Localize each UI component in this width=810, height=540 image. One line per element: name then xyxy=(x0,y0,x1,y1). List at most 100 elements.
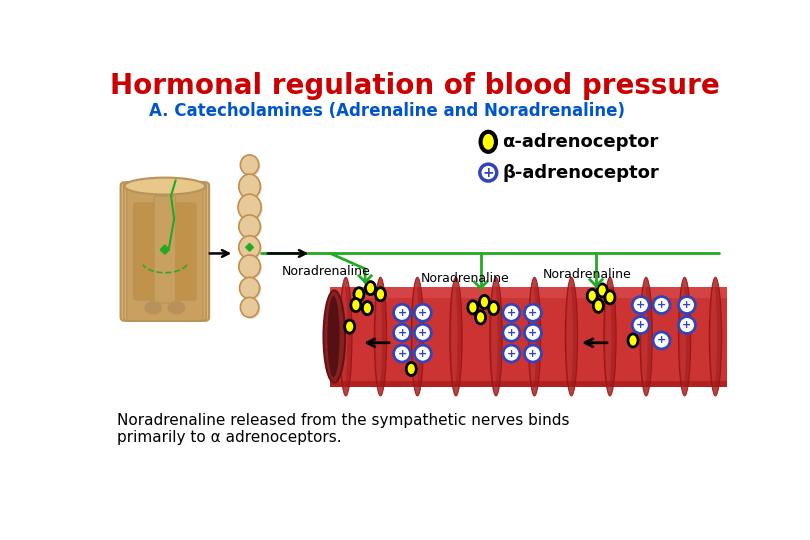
Text: +: + xyxy=(483,166,494,180)
Ellipse shape xyxy=(679,278,691,396)
Ellipse shape xyxy=(524,304,541,321)
Ellipse shape xyxy=(411,278,424,396)
Ellipse shape xyxy=(239,174,260,199)
Bar xyxy=(330,275,731,398)
Ellipse shape xyxy=(376,286,382,387)
Ellipse shape xyxy=(241,279,261,300)
Ellipse shape xyxy=(628,334,638,347)
Ellipse shape xyxy=(238,194,261,220)
Ellipse shape xyxy=(374,278,386,396)
Ellipse shape xyxy=(407,362,416,375)
Ellipse shape xyxy=(530,286,536,387)
Text: +: + xyxy=(636,300,646,310)
Ellipse shape xyxy=(354,288,364,301)
Ellipse shape xyxy=(503,325,520,341)
Ellipse shape xyxy=(528,278,540,396)
Ellipse shape xyxy=(475,311,485,324)
Text: +: + xyxy=(682,320,692,330)
Ellipse shape xyxy=(415,325,431,341)
Ellipse shape xyxy=(488,301,499,315)
Ellipse shape xyxy=(603,278,616,396)
Ellipse shape xyxy=(239,215,260,238)
Ellipse shape xyxy=(241,298,259,318)
Text: +: + xyxy=(657,300,666,310)
Text: +: + xyxy=(528,308,538,318)
Ellipse shape xyxy=(241,176,262,200)
Text: +: + xyxy=(507,348,516,359)
Ellipse shape xyxy=(239,236,260,259)
Polygon shape xyxy=(245,244,254,251)
Ellipse shape xyxy=(503,304,520,321)
Text: +: + xyxy=(682,300,692,310)
Ellipse shape xyxy=(345,320,355,333)
Ellipse shape xyxy=(567,286,573,387)
Ellipse shape xyxy=(480,164,497,181)
Ellipse shape xyxy=(365,281,376,295)
Ellipse shape xyxy=(594,299,603,312)
Ellipse shape xyxy=(468,301,478,314)
Text: Noradrenaline: Noradrenaline xyxy=(421,272,509,285)
Ellipse shape xyxy=(503,345,520,362)
Ellipse shape xyxy=(680,286,686,387)
Text: A. Catecholamines (Adrenaline and Noradrenaline): A. Catecholamines (Adrenaline and Noradr… xyxy=(150,102,625,120)
Text: +: + xyxy=(418,308,428,318)
Ellipse shape xyxy=(565,278,578,396)
Ellipse shape xyxy=(642,286,648,387)
Ellipse shape xyxy=(241,256,262,280)
FancyBboxPatch shape xyxy=(174,203,196,300)
Text: Noradrenaline: Noradrenaline xyxy=(282,265,371,278)
Ellipse shape xyxy=(492,286,497,387)
Ellipse shape xyxy=(587,289,597,302)
Ellipse shape xyxy=(168,301,185,314)
Ellipse shape xyxy=(341,286,347,387)
Ellipse shape xyxy=(339,278,352,396)
Text: +: + xyxy=(507,328,516,338)
Polygon shape xyxy=(160,245,169,254)
Ellipse shape xyxy=(351,299,360,312)
Ellipse shape xyxy=(605,286,612,387)
Ellipse shape xyxy=(640,278,652,396)
Ellipse shape xyxy=(633,316,649,334)
Text: +: + xyxy=(657,335,666,346)
Text: +: + xyxy=(528,348,538,359)
Ellipse shape xyxy=(327,296,339,377)
Ellipse shape xyxy=(679,316,696,334)
Ellipse shape xyxy=(240,195,262,222)
Ellipse shape xyxy=(241,217,262,240)
Ellipse shape xyxy=(242,157,260,177)
Bar xyxy=(330,287,727,387)
Ellipse shape xyxy=(653,332,670,349)
Ellipse shape xyxy=(451,286,458,387)
Ellipse shape xyxy=(241,237,262,260)
Ellipse shape xyxy=(633,296,649,314)
Ellipse shape xyxy=(711,286,717,387)
Ellipse shape xyxy=(653,296,670,314)
Ellipse shape xyxy=(490,278,502,396)
Text: +: + xyxy=(507,308,516,318)
Text: +: + xyxy=(418,328,428,338)
Text: +: + xyxy=(528,328,538,338)
Ellipse shape xyxy=(394,345,411,362)
Text: +: + xyxy=(398,308,407,318)
Bar xyxy=(330,381,727,387)
Text: β-adrenoceptor: β-adrenoceptor xyxy=(502,164,659,181)
Ellipse shape xyxy=(524,325,541,341)
Ellipse shape xyxy=(239,255,260,278)
Ellipse shape xyxy=(242,299,260,319)
Text: primarily to α adrenoceptors.: primarily to α adrenoceptors. xyxy=(117,430,342,445)
Text: +: + xyxy=(398,348,407,359)
Ellipse shape xyxy=(240,278,259,299)
Ellipse shape xyxy=(524,345,541,362)
Ellipse shape xyxy=(241,155,259,175)
Text: α-adrenoceptor: α-adrenoceptor xyxy=(502,133,659,151)
Text: +: + xyxy=(418,348,428,359)
Text: Hormonal regulation of blood pressure: Hormonal regulation of blood pressure xyxy=(110,72,720,100)
Bar xyxy=(330,287,727,298)
Ellipse shape xyxy=(413,286,419,387)
FancyBboxPatch shape xyxy=(134,203,156,300)
Ellipse shape xyxy=(323,291,345,383)
Ellipse shape xyxy=(394,325,411,341)
Text: +: + xyxy=(636,320,646,330)
FancyBboxPatch shape xyxy=(126,182,203,321)
Ellipse shape xyxy=(597,284,608,297)
